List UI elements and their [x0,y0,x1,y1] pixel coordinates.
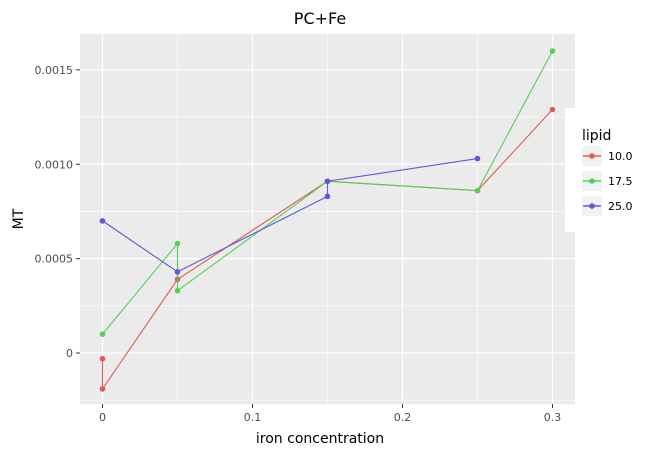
legend-marker [589,153,595,159]
legend-title: lipid [582,128,611,144]
y-tick-label: 0.0005 [35,253,74,266]
legend-item: 17.5 [582,171,633,191]
data-point [99,331,106,337]
data-point [174,287,181,294]
legend-marker [589,203,595,209]
data-point [549,106,556,113]
x-tick-label: 0 [99,411,106,424]
data-point [324,178,331,185]
series-line [102,50,553,335]
data-point [324,193,331,200]
data-point [474,187,481,194]
legend: lipid 10.0 17.5 25.0 [565,108,655,232]
data-point [174,269,181,275]
data-point [99,386,106,392]
grid [80,34,575,404]
data-point [174,240,181,247]
x-axis-title: iron concentration [256,431,384,447]
legend-label: 17.5 [608,175,633,188]
data-point [99,218,106,224]
chart-title: PC+Fe [294,9,346,28]
legend-marker [589,178,595,184]
legend-label: 25.0 [608,200,633,213]
series-layer [99,48,556,392]
legend-item: 25.0 [582,196,633,216]
y-tick-label: 0.0010 [35,158,74,171]
y-axis-title: MT [11,208,27,229]
series-25.0 [99,155,481,275]
data-point [99,355,106,362]
y-tick-label: 0.0015 [35,64,74,77]
legend-item: 10.0 [582,146,633,166]
x-tick-label: 0.1 [244,411,262,424]
legend-box [565,108,655,232]
data-point [474,155,481,162]
legend-label: 10.0 [608,150,633,163]
series-line [101,109,553,391]
data-point [549,48,556,54]
axis-ticks: 0 0.1 0.2 0.3 0 0.0005 0.0010 0.0015 [35,64,562,424]
y-tick-label: 0 [66,347,73,360]
x-tick-label: 0.2 [394,411,412,424]
x-tick-label: 0.3 [544,411,562,424]
